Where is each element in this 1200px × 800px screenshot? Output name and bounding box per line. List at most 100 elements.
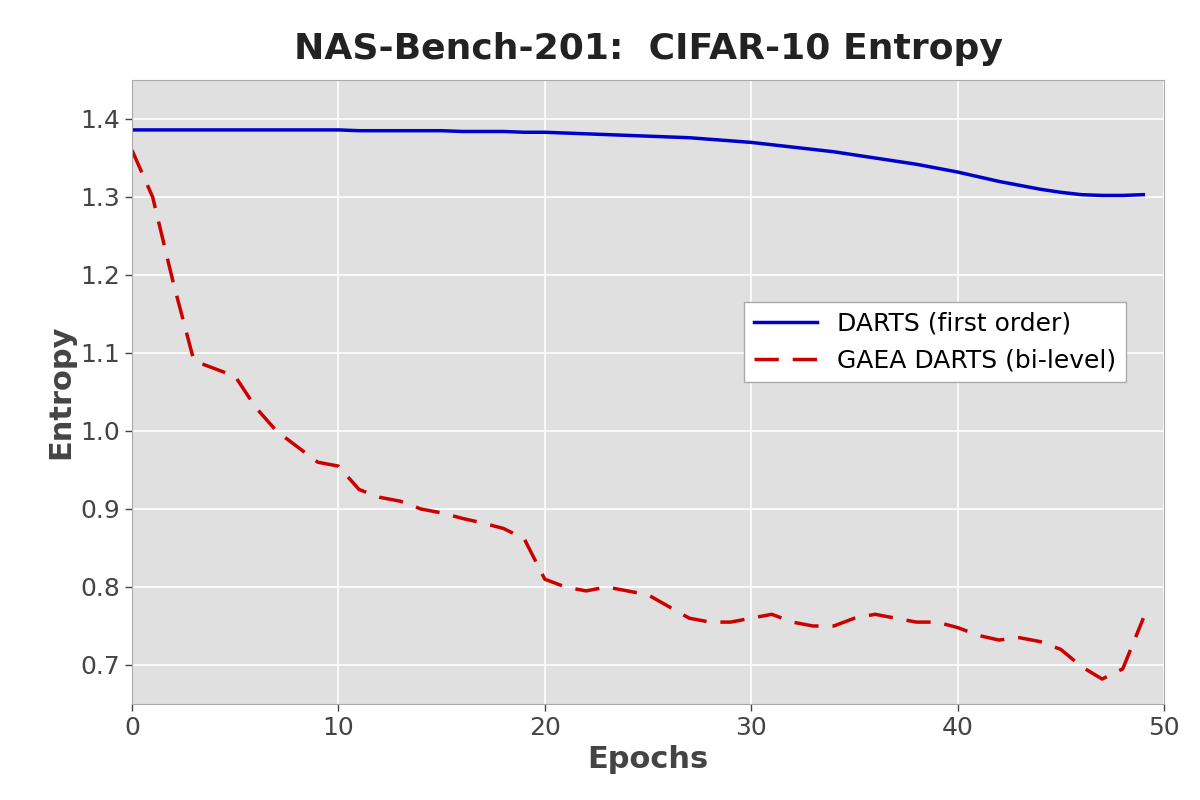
GAEA DARTS (bi-level)	[1074, 662, 1088, 671]
GAEA DARTS (bi-level)	[971, 630, 985, 640]
GAEA DARTS (bi-level)	[661, 602, 676, 611]
DARTS (first order)	[394, 126, 408, 135]
GAEA DARTS (bi-level)	[497, 524, 511, 534]
Line: GAEA DARTS (bi-level): GAEA DARTS (bi-level)	[132, 150, 1144, 679]
GAEA DARTS (bi-level)	[228, 371, 242, 381]
DARTS (first order)	[1074, 190, 1088, 199]
X-axis label: Epochs: Epochs	[587, 746, 709, 774]
DARTS (first order)	[434, 126, 449, 135]
DARTS (first order)	[269, 125, 283, 134]
DARTS (first order)	[497, 126, 511, 136]
GAEA DARTS (bi-level)	[166, 278, 180, 288]
GAEA DARTS (bi-level)	[785, 618, 799, 627]
GAEA DARTS (bi-level)	[703, 618, 718, 627]
GAEA DARTS (bi-level)	[991, 635, 1006, 645]
GAEA DARTS (bi-level)	[1013, 633, 1027, 642]
DARTS (first order)	[764, 140, 779, 150]
GAEA DARTS (bi-level)	[269, 426, 283, 436]
DARTS (first order)	[125, 125, 139, 134]
DARTS (first order)	[1054, 187, 1068, 197]
GAEA DARTS (bi-level)	[620, 586, 635, 596]
DARTS (first order)	[827, 147, 841, 157]
DARTS (first order)	[166, 125, 180, 134]
GAEA DARTS (bi-level)	[888, 614, 902, 623]
DARTS (first order)	[1033, 184, 1048, 194]
DARTS (first order)	[661, 132, 676, 142]
DARTS (first order)	[847, 150, 862, 160]
DARTS (first order)	[806, 145, 821, 154]
GAEA DARTS (bi-level)	[145, 192, 160, 202]
Y-axis label: Entropy: Entropy	[46, 325, 74, 459]
DARTS (first order)	[578, 129, 593, 138]
DARTS (first order)	[208, 125, 222, 134]
GAEA DARTS (bi-level)	[517, 534, 532, 543]
DARTS (first order)	[455, 126, 469, 136]
DARTS (first order)	[475, 126, 490, 136]
DARTS (first order)	[290, 125, 305, 134]
Line: DARTS (first order): DARTS (first order)	[132, 130, 1144, 195]
GAEA DARTS (bi-level)	[1094, 674, 1109, 684]
Title: NAS-Bench-201:  CIFAR-10 Entropy: NAS-Bench-201: CIFAR-10 Entropy	[294, 32, 1002, 66]
GAEA DARTS (bi-level)	[311, 458, 325, 467]
GAEA DARTS (bi-level)	[682, 614, 696, 623]
DARTS (first order)	[971, 172, 985, 182]
DARTS (first order)	[991, 177, 1006, 186]
DARTS (first order)	[1136, 190, 1151, 199]
DARTS (first order)	[352, 126, 366, 135]
GAEA DARTS (bi-level)	[558, 582, 572, 592]
GAEA DARTS (bi-level)	[538, 574, 552, 584]
GAEA DARTS (bi-level)	[475, 518, 490, 528]
GAEA DARTS (bi-level)	[930, 618, 944, 627]
GAEA DARTS (bi-level)	[290, 442, 305, 451]
GAEA DARTS (bi-level)	[434, 508, 449, 518]
DARTS (first order)	[888, 156, 902, 166]
GAEA DARTS (bi-level)	[208, 364, 222, 374]
GAEA DARTS (bi-level)	[352, 485, 366, 494]
GAEA DARTS (bi-level)	[744, 614, 758, 623]
GAEA DARTS (bi-level)	[806, 621, 821, 630]
GAEA DARTS (bi-level)	[187, 356, 202, 366]
GAEA DARTS (bi-level)	[248, 403, 263, 413]
DARTS (first order)	[414, 126, 428, 135]
GAEA DARTS (bi-level)	[1033, 637, 1048, 646]
GAEA DARTS (bi-level)	[1136, 614, 1151, 623]
DARTS (first order)	[331, 125, 346, 134]
GAEA DARTS (bi-level)	[847, 614, 862, 623]
GAEA DARTS (bi-level)	[578, 586, 593, 596]
DARTS (first order)	[228, 125, 242, 134]
DARTS (first order)	[558, 128, 572, 138]
DARTS (first order)	[248, 125, 263, 134]
GAEA DARTS (bi-level)	[827, 621, 841, 630]
GAEA DARTS (bi-level)	[868, 610, 882, 619]
DARTS (first order)	[372, 126, 386, 135]
DARTS (first order)	[1094, 190, 1109, 200]
DARTS (first order)	[145, 125, 160, 134]
GAEA DARTS (bi-level)	[414, 504, 428, 514]
GAEA DARTS (bi-level)	[950, 622, 965, 632]
DARTS (first order)	[868, 154, 882, 163]
DARTS (first order)	[187, 125, 202, 134]
DARTS (first order)	[600, 130, 614, 139]
DARTS (first order)	[1013, 181, 1027, 190]
DARTS (first order)	[930, 163, 944, 173]
GAEA DARTS (bi-level)	[125, 146, 139, 155]
GAEA DARTS (bi-level)	[331, 462, 346, 471]
DARTS (first order)	[744, 138, 758, 147]
DARTS (first order)	[311, 125, 325, 134]
GAEA DARTS (bi-level)	[1054, 645, 1068, 654]
GAEA DARTS (bi-level)	[724, 618, 738, 627]
DARTS (first order)	[785, 142, 799, 152]
GAEA DARTS (bi-level)	[372, 493, 386, 502]
GAEA DARTS (bi-level)	[600, 582, 614, 592]
DARTS (first order)	[950, 167, 965, 177]
DARTS (first order)	[538, 127, 552, 137]
DARTS (first order)	[724, 136, 738, 146]
DARTS (first order)	[703, 134, 718, 144]
GAEA DARTS (bi-level)	[1116, 664, 1130, 674]
DARTS (first order)	[517, 127, 532, 137]
DARTS (first order)	[620, 130, 635, 140]
DARTS (first order)	[910, 159, 924, 169]
DARTS (first order)	[1116, 190, 1130, 200]
Legend: DARTS (first order), GAEA DARTS (bi-level): DARTS (first order), GAEA DARTS (bi-leve…	[744, 302, 1126, 382]
GAEA DARTS (bi-level)	[455, 514, 469, 523]
